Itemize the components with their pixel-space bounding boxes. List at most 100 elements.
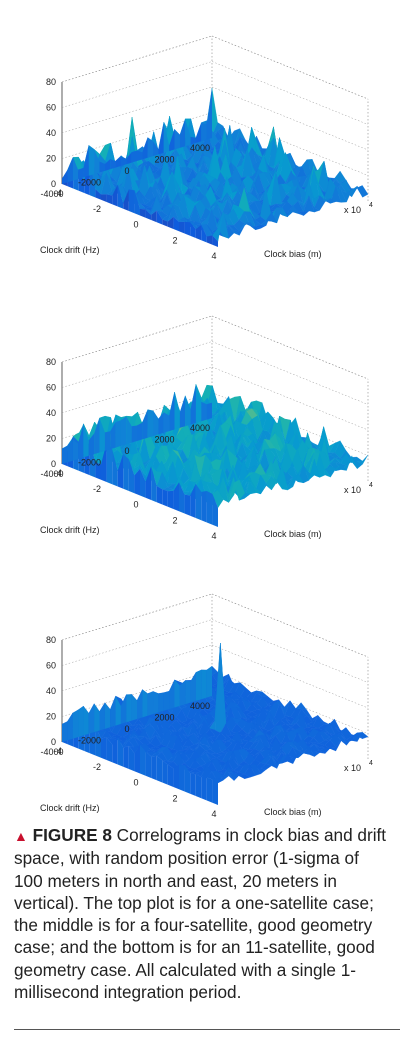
- skirt-patch: [112, 449, 118, 487]
- skirt-patch: [131, 425, 137, 443]
- skirt-patch: [62, 721, 68, 742]
- skirt-patch: [158, 122, 164, 155]
- skirt-patch: [104, 702, 111, 729]
- skirt-patch: [179, 680, 186, 706]
- x-tick-label: -2: [93, 484, 101, 494]
- skirt-patch: [88, 145, 95, 176]
- y-axis-label: Clock drift (Hz): [40, 525, 100, 535]
- skirt-patch: [94, 418, 100, 455]
- z-tick-label: 20: [46, 712, 56, 722]
- skirt-patch: [162, 219, 168, 227]
- x-tick-label: 4: [211, 531, 216, 541]
- skirt-patch: [94, 149, 100, 175]
- skirt-patch: [212, 777, 218, 805]
- correlogram-eleven-satellite: 0 20 40 60 80 4000 2000 0 -2000 -4000 -4 -2 0 2 4 x 10 4…: [0, 593, 400, 870]
- skirt-patch: [179, 118, 186, 148]
- y-tick-label: 4000: [190, 143, 210, 153]
- skirt-patch: [99, 418, 105, 453]
- skirt-patch: [110, 422, 116, 450]
- z-tick-label: 40: [46, 128, 56, 138]
- skirt-patch: [185, 680, 191, 705]
- skirt-patch: [99, 702, 105, 731]
- skirt-patch: [195, 122, 202, 143]
- skirt-patch: [153, 410, 159, 437]
- y-tick-label: -4000: [40, 747, 63, 757]
- skirt-patch: [62, 445, 68, 464]
- skirt-patch: [137, 689, 143, 719]
- skirt-patch: [123, 453, 129, 491]
- skirt-patch: [131, 150, 137, 163]
- surface-mesh: [61, 87, 369, 242]
- skirt-patch: [78, 706, 84, 738]
- caption-text: Correlograms in clock bias and drift spa…: [14, 825, 387, 1003]
- skirt-patch: [184, 494, 191, 516]
- skirt-patch: [126, 694, 132, 723]
- skirt-patch: [169, 392, 175, 432]
- skirt-patch: [112, 184, 118, 207]
- skirt-patch: [185, 395, 191, 427]
- skirt-patch: [115, 420, 121, 448]
- skirt-patch: [185, 118, 191, 147]
- skirt-patch: [72, 157, 79, 181]
- z-tick-label: 40: [46, 408, 56, 418]
- x-exponent: x 10: [344, 485, 361, 495]
- y-tick-label: 0: [124, 166, 129, 176]
- skirt-patch: [83, 423, 89, 458]
- skirt-patch: [190, 136, 196, 145]
- skirt-patch: [151, 755, 157, 781]
- skirt-patch: [212, 493, 218, 527]
- z-tick-label: 0: [51, 179, 56, 189]
- skirt-patch: [174, 129, 180, 150]
- skirt-patch: [173, 765, 179, 790]
- skirt-patch: [174, 679, 180, 708]
- skirt-patch: [201, 401, 207, 422]
- skirt-patch: [140, 208, 146, 218]
- skirt-patch: [179, 395, 186, 428]
- x-tick-label: 0: [133, 220, 138, 230]
- skirt-patch: [67, 157, 73, 183]
- y-axis-label: Clock drift (Hz): [40, 245, 100, 255]
- skirt-patch: [78, 423, 84, 460]
- x-tick-label: -2: [93, 762, 101, 772]
- skirt-patch: [78, 167, 84, 180]
- skirt-patch: [153, 141, 159, 157]
- x-tick-label: 2: [172, 235, 177, 245]
- skirt-patch: [145, 466, 152, 500]
- skirt-patch: [137, 422, 143, 441]
- x-exponent-power: 4: [369, 482, 373, 489]
- skirt-patch: [190, 773, 196, 796]
- y-tick-label: 2000: [154, 155, 174, 165]
- figure-label: FIGURE 8: [32, 825, 112, 845]
- skirt-patch: [206, 666, 212, 698]
- skirt-patch: [206, 490, 213, 525]
- correlogram-one-satellite: 0 20 40 60 80 4000 2000 0 -2000 -4000 -4 -2 0 2 4 x 10 4…: [0, 35, 400, 312]
- skirt-patch: [72, 439, 79, 461]
- axes-box: [61, 35, 369, 201]
- surface-plot: 0 20 40 60 80 4000 2000 0 -2000 -4000-4 -2 0 2 4 x 10 4…: [40, 315, 373, 541]
- figure-caption: ▲ FIGURE 8 Correlograms in clock bias an…: [14, 824, 388, 1003]
- skirt-patch: [145, 751, 152, 778]
- x-tick-label: -4: [54, 188, 62, 198]
- z-tick-label: 60: [46, 661, 56, 671]
- x-tick-label: 2: [172, 793, 177, 803]
- skirt-patch: [169, 679, 175, 710]
- surface-plot: 0 20 40 60 80 4000 2000 0 -2000 -4000-4 -2 0 2 4 x 10 4…: [40, 593, 373, 819]
- skirt-patch: [134, 468, 140, 496]
- skirt-patch: [128, 745, 135, 772]
- skirt-patch: [195, 224, 202, 241]
- skirt-patch: [120, 694, 127, 724]
- skirt-patch: [67, 713, 73, 741]
- skirt-patch: [145, 209, 152, 220]
- skirt-patch: [184, 765, 191, 794]
- surface-patch: [212, 489, 224, 509]
- x-exponent-power: 4: [369, 202, 373, 209]
- skirt-patch: [206, 777, 213, 803]
- skirt-patch: [126, 416, 132, 445]
- skirt-patch: [88, 703, 95, 734]
- skirt-patch: [120, 416, 127, 446]
- skirt-patch: [123, 745, 129, 769]
- skirt-patch: [201, 224, 207, 243]
- z-tick-label: 0: [51, 459, 56, 469]
- x-tick-label: -4: [54, 468, 62, 478]
- x-tick-label: 0: [133, 778, 138, 788]
